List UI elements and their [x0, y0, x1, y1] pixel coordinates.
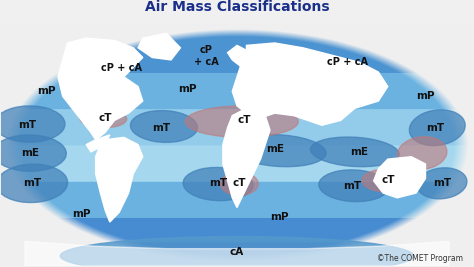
Text: cT: cT	[381, 175, 394, 185]
Text: cT: cT	[233, 178, 246, 188]
Polygon shape	[58, 38, 143, 140]
Ellipse shape	[417, 168, 467, 199]
Ellipse shape	[0, 135, 66, 171]
Text: mE: mE	[21, 148, 39, 158]
Text: ©The COMET Program: ©The COMET Program	[377, 254, 463, 263]
Polygon shape	[223, 108, 270, 207]
Text: mT: mT	[23, 178, 41, 188]
Text: mT: mT	[433, 178, 451, 188]
Ellipse shape	[0, 164, 68, 203]
Polygon shape	[96, 137, 143, 222]
Ellipse shape	[410, 110, 465, 146]
Ellipse shape	[183, 167, 253, 201]
Polygon shape	[228, 45, 261, 72]
Ellipse shape	[185, 106, 298, 137]
Text: mP: mP	[270, 212, 289, 222]
Polygon shape	[374, 157, 426, 198]
Text: mT: mT	[18, 120, 36, 130]
Text: mT: mT	[209, 178, 227, 188]
Text: cP + cA: cP + cA	[327, 57, 368, 67]
Text: mP: mP	[37, 86, 55, 96]
Text: mT: mT	[153, 123, 171, 133]
Ellipse shape	[310, 137, 399, 167]
Ellipse shape	[233, 135, 326, 167]
Ellipse shape	[0, 106, 65, 142]
Text: cT: cT	[237, 115, 251, 125]
Polygon shape	[232, 43, 388, 125]
Ellipse shape	[362, 169, 414, 192]
Text: mT: mT	[426, 123, 444, 133]
Text: mE: mE	[350, 147, 368, 157]
Text: cA: cA	[230, 247, 244, 257]
Ellipse shape	[319, 170, 389, 202]
Text: mP: mP	[416, 91, 435, 101]
Text: mT: mT	[343, 181, 362, 191]
Ellipse shape	[130, 111, 198, 142]
Text: cP
+ cA: cP + cA	[194, 45, 219, 67]
Text: mP: mP	[72, 209, 91, 219]
Polygon shape	[86, 135, 110, 152]
Polygon shape	[25, 241, 449, 266]
Text: cT: cT	[98, 113, 112, 123]
Text: Air Mass Classifications: Air Mass Classifications	[145, 0, 329, 14]
Text: mP: mP	[178, 84, 197, 94]
Ellipse shape	[80, 109, 127, 128]
Ellipse shape	[60, 237, 414, 267]
Polygon shape	[138, 33, 181, 60]
Ellipse shape	[220, 172, 258, 195]
Ellipse shape	[397, 137, 447, 170]
Text: cP + cA: cP + cA	[101, 63, 142, 73]
Text: mE: mE	[266, 144, 284, 154]
